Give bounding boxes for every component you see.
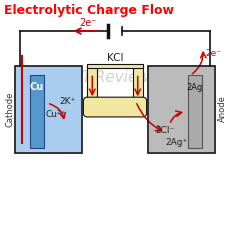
Text: 2e⁻: 2e⁻ — [79, 18, 97, 28]
Text: Cu: Cu — [30, 82, 44, 92]
Text: MCAT-Review.org: MCAT-Review.org — [50, 70, 179, 85]
Text: 2e⁻: 2e⁻ — [204, 49, 220, 58]
Text: 2Cl⁻: 2Cl⁻ — [155, 126, 174, 135]
Bar — [15, 65, 82, 153]
Bar — [87, 64, 142, 68]
Text: 2Ag⁺: 2Ag⁺ — [165, 138, 187, 147]
Text: Cathode: Cathode — [6, 91, 15, 127]
Bar — [132, 65, 142, 105]
Text: Anode: Anode — [217, 96, 226, 122]
Text: KCl: KCl — [106, 53, 123, 63]
FancyBboxPatch shape — [83, 97, 146, 117]
Bar — [16, 67, 81, 151]
Text: Electrolytic Charge Flow: Electrolytic Charge Flow — [4, 4, 174, 17]
Bar — [87, 65, 97, 105]
Text: 2Ag: 2Ag — [186, 83, 202, 92]
Bar — [148, 67, 213, 151]
Text: Cu²⁺: Cu²⁺ — [46, 110, 66, 119]
Bar — [187, 75, 201, 148]
Bar — [30, 75, 44, 148]
Text: 2K⁺: 2K⁺ — [60, 97, 76, 106]
Bar — [147, 65, 214, 153]
